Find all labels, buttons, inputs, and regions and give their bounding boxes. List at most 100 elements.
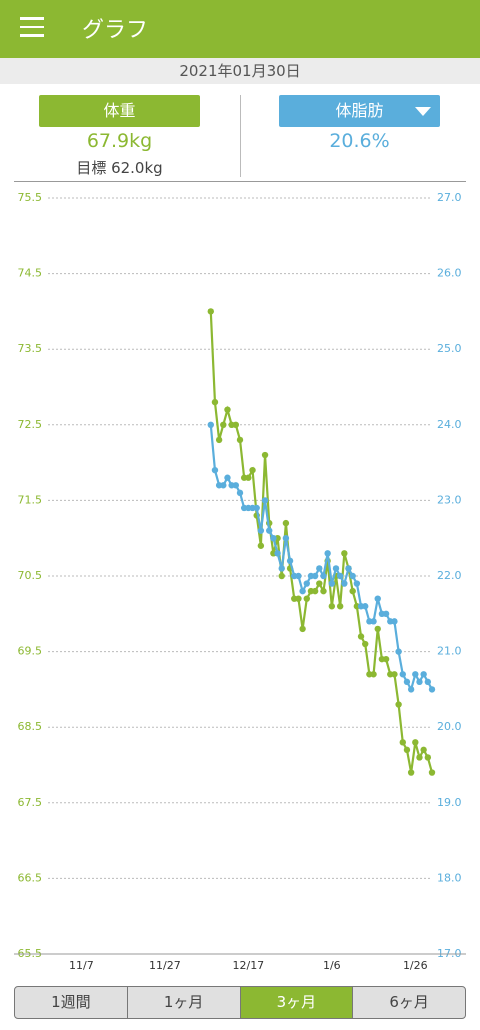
data-point [362,603,369,610]
data-point [282,535,290,542]
data-point [420,671,427,678]
data-point [332,565,340,572]
data-point [420,746,427,754]
data-point [278,572,285,580]
y-tick-label: 73.5 [18,342,43,355]
data-point [311,587,319,595]
y2-tick-label: 19.0 [437,796,462,809]
data-point [362,640,369,648]
data-point [357,633,365,640]
period-tabs: 1週間 1ヶ月 3ヶ月 6ヶ月 [14,986,466,1019]
data-point [220,482,227,489]
data-point [211,466,219,474]
data-point [341,550,348,557]
fat-label: 体脂肪 [335,101,384,120]
data-point [416,678,423,686]
y-tick-label: 67.5 [18,796,43,809]
period-tab[interactable]: 3ヶ月 [240,987,354,1018]
data-point [299,587,306,595]
period-tab[interactable]: 1ヶ月 [128,987,241,1018]
data-point [412,671,419,678]
data-point [211,398,219,406]
data-point [399,671,406,678]
data-point [407,769,415,776]
separator [14,181,466,182]
data-point [316,565,323,572]
data-point [407,686,415,693]
data-point [374,595,381,602]
data-point [412,739,419,746]
fat-value: 20.6% [329,130,390,152]
data-point [341,580,348,587]
data-point [428,686,436,693]
data-point [328,603,336,610]
weight-value: 67.9kg [86,130,153,152]
data-point [236,436,244,444]
data-point [395,701,402,708]
data-point [428,769,436,776]
data-point [286,557,294,565]
data-point [353,580,361,587]
menu-button[interactable] [20,17,44,37]
weight-goal: 目標 62.0kg [76,159,163,177]
data-point [303,595,310,602]
data-point [270,535,277,542]
data-point [399,739,406,746]
y2-tick-label: 20.0 [437,720,462,733]
data-point [316,580,323,587]
data-point [236,489,244,497]
y-tick-label: 68.5 [18,720,43,733]
y-tick-label: 75.5 [18,191,43,204]
y2-tick-label: 25.0 [437,342,462,355]
x-tick-label: 11/7 [69,959,94,972]
y2-tick-label: 22.0 [437,569,462,582]
app-bar: グラフ [0,0,480,58]
y2-tick-label: 21.0 [437,645,462,658]
data-point [424,678,432,686]
data-point [391,671,398,678]
weight-button[interactable]: 体重 [39,95,200,127]
data-point [370,671,377,678]
data-point [282,519,290,527]
data-point [278,565,285,572]
y2-tick-label: 23.0 [437,493,462,506]
data-point [320,587,327,595]
y-tick-label: 66.5 [18,871,43,884]
data-point [382,655,390,663]
data-point [207,421,214,428]
data-point [224,406,231,413]
data-point [220,421,227,428]
data-point [261,451,269,459]
data-point [232,482,240,489]
data-point [207,308,214,315]
divider [240,95,241,177]
period-tab[interactable]: 6ヶ月 [389,993,429,1011]
data-point [403,678,411,686]
data-point [224,474,231,481]
data-point [374,625,381,633]
y-tick-label: 74.5 [18,267,43,280]
data-point [253,504,260,512]
data-point [345,565,352,572]
fat-dropdown[interactable]: 体脂肪 [279,95,440,127]
data-point [257,527,265,534]
data-point [311,572,319,580]
y2-tick-label: 24.0 [437,418,462,431]
y-tick-label: 72.5 [18,418,43,431]
x-tick-label: 12/17 [232,959,264,972]
data-point [261,497,269,504]
period-tab[interactable]: 1週間 [15,987,128,1018]
dropdown-arrow [415,107,431,116]
data-point [336,572,344,580]
data-point [295,595,302,602]
data-point [303,580,310,587]
data-point [395,648,402,655]
data-point [245,474,252,481]
x-tick-label: 11/27 [149,959,181,972]
y2-tick-label: 26.0 [437,267,462,280]
data-point [324,550,331,557]
y-tick-label: 71.5 [18,493,43,506]
data-point [336,603,344,610]
y2-tick-label: 27.0 [437,191,462,204]
